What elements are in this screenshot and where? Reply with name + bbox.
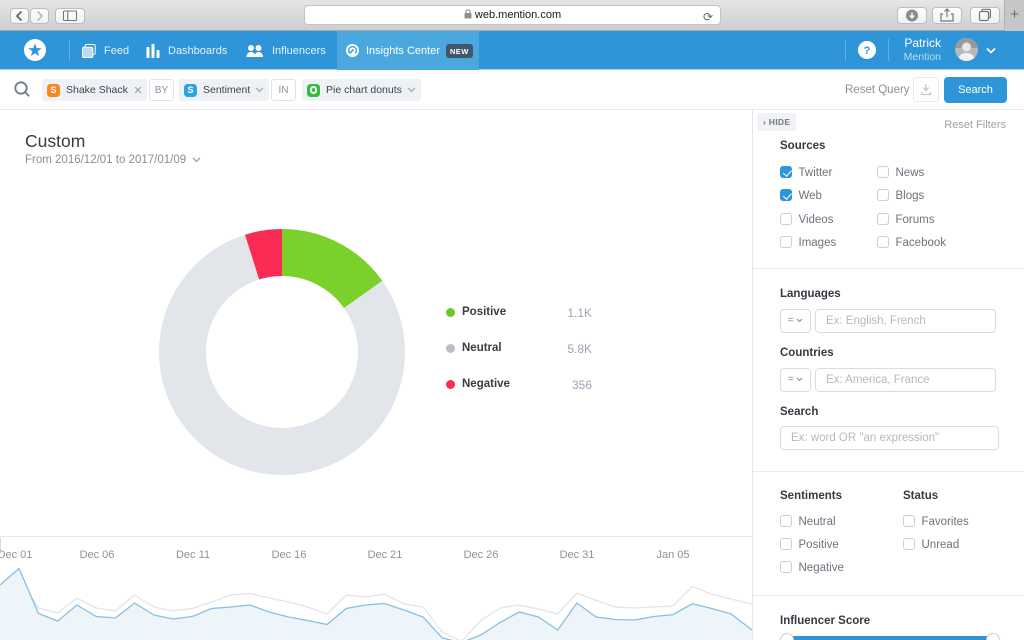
svg-text:?: ?	[864, 45, 871, 57]
